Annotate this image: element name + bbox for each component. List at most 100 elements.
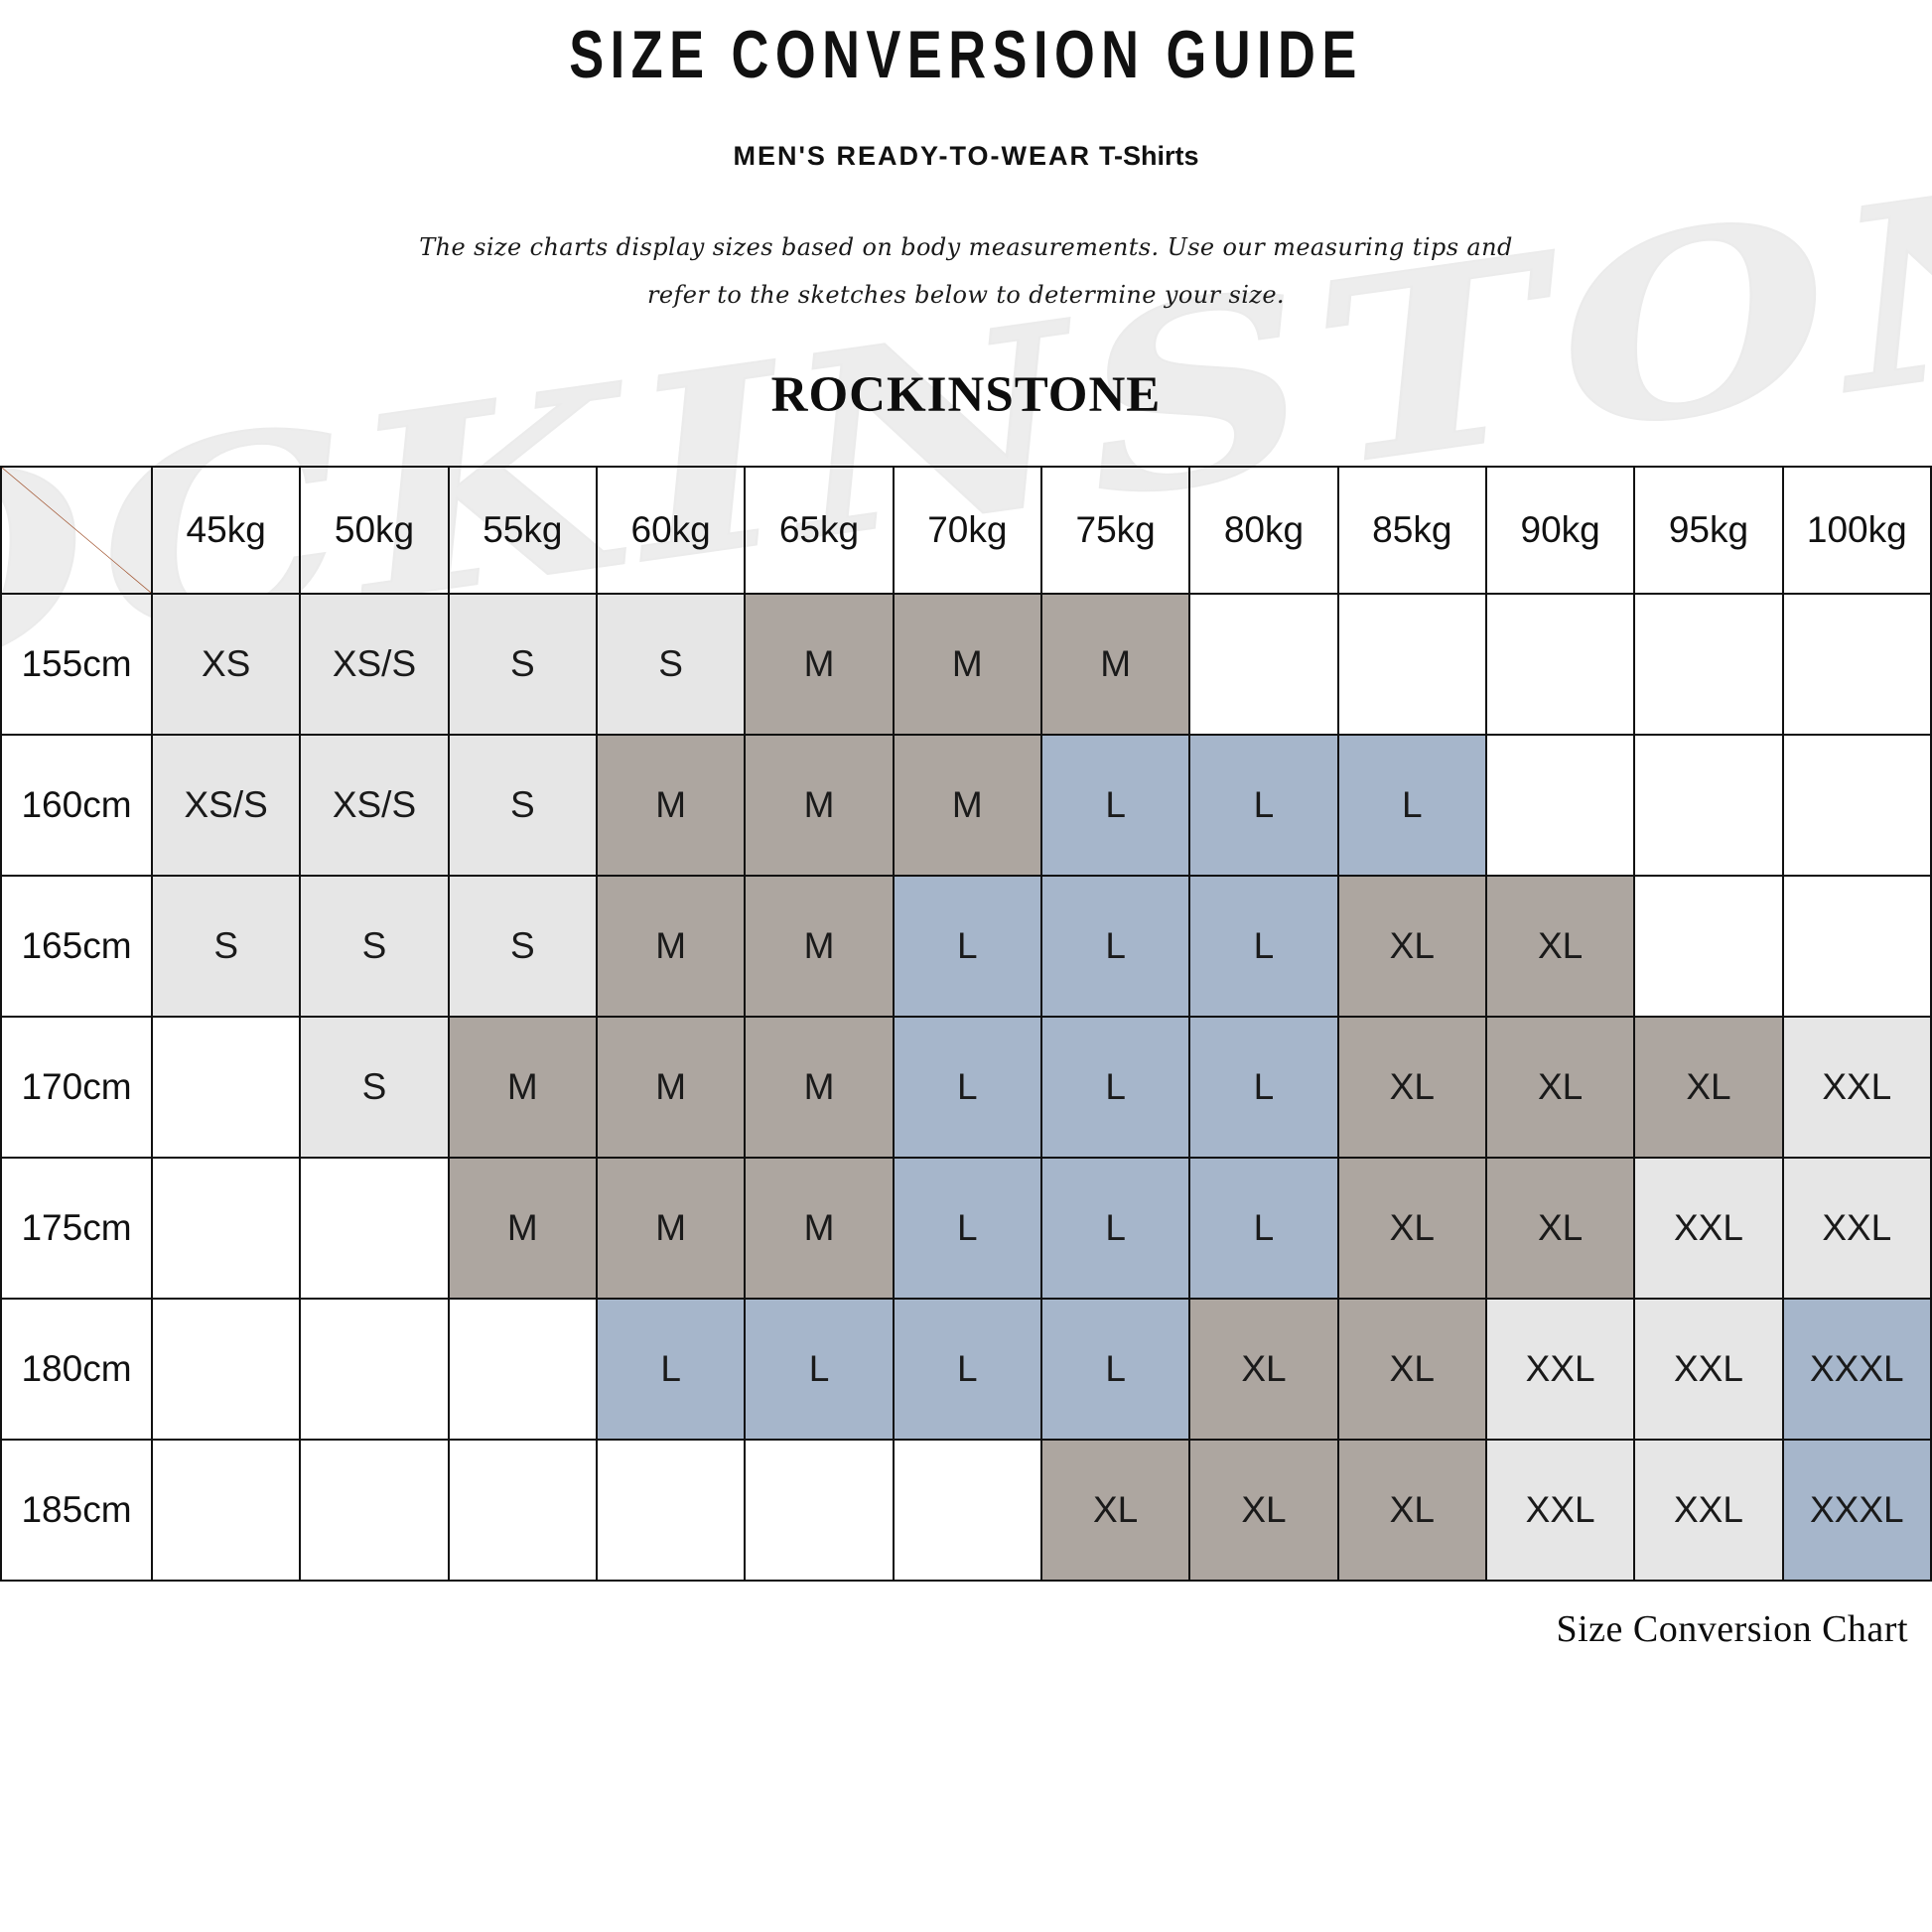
size-cell: XL [1188,1439,1339,1582]
size-value: XL [1537,925,1584,966]
weight-value: 80kg [1223,509,1305,550]
weight-header-cell: 80kg [1188,466,1339,595]
height-value: 155cm [21,643,132,684]
size-cell: L [1188,734,1339,877]
size-cell: S [150,875,302,1018]
size-value: L [1105,1348,1126,1389]
size-value: XL [1389,925,1435,966]
subtitle: MEN'S READY-TO-WEAR T-Shirts [0,141,1932,172]
height-header-cell: 185cm [0,1439,153,1582]
size-value: XS/S [184,784,268,825]
size-cell-fill: XL [1190,1300,1337,1439]
size-cell-fill [301,1300,447,1439]
size-cell: M [744,875,895,1018]
weight-header-cell: 90kg [1484,466,1636,595]
size-cell [1188,593,1339,736]
size-cell: L [892,875,1042,1018]
height-header-cell: 175cm [0,1157,153,1300]
size-cell [595,1439,747,1582]
size-value: M [951,643,983,684]
size-cell-fill [1635,877,1781,1016]
size-value: XL [1093,1489,1139,1530]
description-text: The size charts display sizes based on b… [419,233,1513,309]
size-cell-fill: XL [1338,1018,1485,1157]
height-header-label: 170cm [2,1018,151,1157]
size-cell: M [595,875,747,1018]
size-value: XL [1537,1066,1584,1107]
height-value: 185cm [21,1489,132,1530]
size-value: XXXL [1809,1489,1904,1530]
size-cell [299,1298,450,1441]
table-row: 170cm S M M M L L L XL XL XL XXL [0,1016,1932,1159]
size-value: XS [201,643,251,684]
height-value: 165cm [21,925,132,966]
height-header-label: 155cm [2,595,151,734]
size-value: L [957,925,978,966]
size-cell [744,1439,895,1582]
subtitle-product: T-Shirts [1098,141,1199,171]
size-cell: XS [150,593,302,736]
size-cell-fill: M [449,1018,596,1157]
size-cell: L [1039,1157,1191,1300]
size-cell-fill [1784,736,1930,875]
size-cell: XXL [1781,1016,1932,1159]
weight-value: 65kg [778,509,860,550]
size-value: L [808,1348,830,1389]
size-cell-fill [301,1159,447,1298]
size-cell-fill [153,1159,299,1298]
table-row: 160cm XS/S XS/S S M M M L L L [0,734,1932,877]
size-cell [1781,734,1932,877]
size-cell: M [595,1157,747,1300]
size-cell [150,1157,302,1300]
size-value: L [1253,1066,1275,1107]
size-value: XL [1389,1489,1435,1530]
size-cell: S [299,875,450,1018]
size-cell-fill: S [449,877,596,1016]
size-cell: XL [1336,1016,1487,1159]
weight-value: 75kg [1075,509,1156,550]
table-header-row: 45kg 50kg 55kg 60kg 65kg 70kg 75kg 80kg 85kg 90kg… [0,466,1932,595]
size-cell-fill: M [894,595,1040,734]
size-cell: XL [1039,1439,1191,1582]
size-value: M [1100,643,1132,684]
size-value: M [506,1207,538,1248]
height-header-label: 185cm [2,1441,151,1580]
size-cell: XXXL [1781,1298,1932,1441]
size-cell-fill: XS/S [301,736,448,875]
size-cell-fill: M [597,1018,745,1157]
size-value: S [509,643,535,684]
size-cell: XL [1336,875,1487,1018]
height-header-cell: 165cm [0,875,153,1018]
size-cell-fill: M [746,595,893,734]
size-cell-fill: XL [1338,877,1485,1016]
size-value: L [1253,784,1275,825]
size-cell: XL [1336,1439,1487,1582]
page-title: SIZE CONVERSION GUIDE [569,17,1363,93]
size-cell [892,1439,1042,1582]
weight-header-label: 55kg [450,468,596,593]
size-cell: XXL [1633,1439,1784,1582]
size-cell: M [744,1016,895,1159]
size-cell-fill: XS [153,595,300,734]
size-cell-fill: XXL [1635,1300,1782,1439]
size-cell-fill: M [597,1159,745,1298]
size-cell-fill: M [449,1159,596,1298]
size-cell: L [1039,734,1191,877]
size-cell-fill: S [301,877,448,1016]
weight-value: 45kg [186,509,266,550]
height-value: 175cm [21,1207,132,1248]
weight-header-cell: 75kg [1039,466,1191,595]
weight-header-label: 75kg [1042,468,1188,593]
size-cell-fill: L [1041,877,1189,1016]
table-row: 165cm S S S M M L L L XL XL [0,875,1932,1018]
size-cell-fill: M [894,736,1040,875]
size-cell-fill: M [597,877,745,1016]
size-cell: XXL [1633,1157,1784,1300]
size-cell-fill: XS/S [301,595,448,734]
size-cell-fill: L [597,1300,745,1439]
weight-value: 55kg [483,509,563,550]
size-cell [1633,593,1784,736]
weight-header-label: 45kg [153,468,299,593]
weight-value: 70kg [927,509,1008,550]
size-cell-fill: L [1338,736,1485,875]
